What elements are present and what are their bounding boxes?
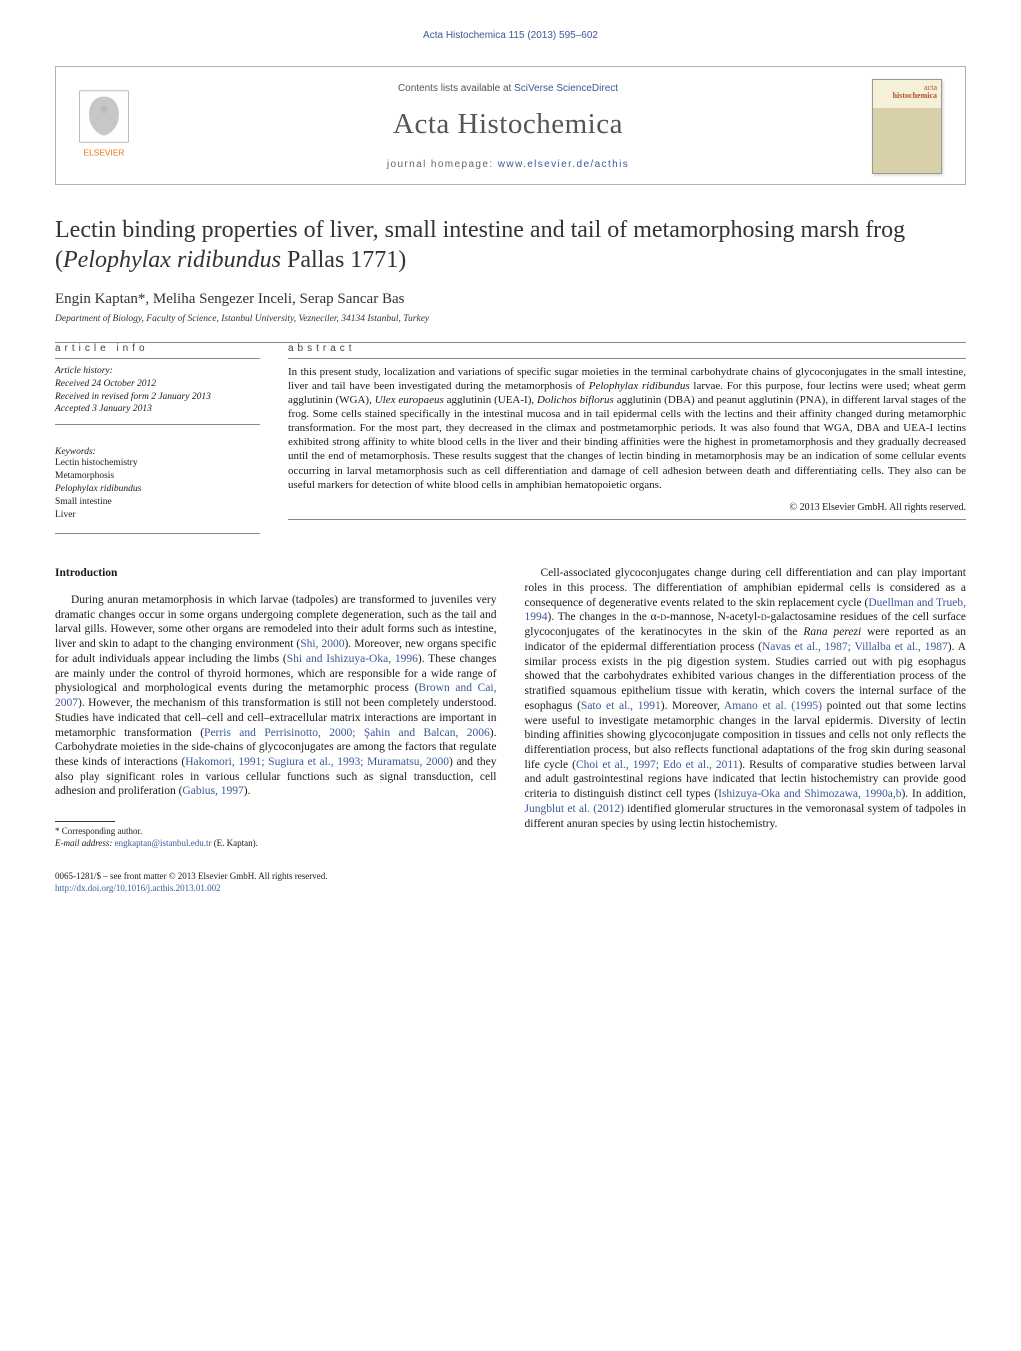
history-received: Received 24 October 2012 — [55, 379, 156, 389]
footnote-separator — [55, 821, 115, 822]
sciencedirect-link[interactable]: SciVerse ScienceDirect — [514, 83, 618, 94]
citation-link[interactable]: Sato et al., 1991 — [581, 700, 661, 712]
text-span: -mannose, N-acetyl- — [666, 611, 761, 623]
journal-homepage-line: journal homepage: www.elsevier.de/acthis — [144, 159, 872, 170]
keyword: Pelophylax ridibundus — [55, 484, 141, 494]
contents-line: Contents lists available at SciVerse Sci… — [144, 83, 872, 94]
journal-name: Acta Histochemica — [144, 108, 872, 141]
keywords-list: Lectin histochemistry Metamorphosis Pelo… — [55, 457, 260, 521]
abs-span: agglutinin (UEA-I), — [444, 394, 537, 406]
section-heading-introduction: Introduction — [55, 566, 497, 581]
doi-link[interactable]: http://dx.doi.org/10.1016/j.acthis.2013.… — [55, 883, 221, 893]
journal-cover-thumb: acta histochemica — [872, 79, 947, 174]
publisher-name: ELSEVIER — [84, 147, 125, 157]
species-name: Rana perezi — [803, 626, 861, 638]
text-span: ). In addition, — [901, 788, 966, 800]
keywords-label: Keywords: — [55, 447, 96, 457]
citation-link[interactable]: Perris and Perrisinotto, 2000; Şahin and… — [204, 727, 490, 739]
affiliation: Department of Biology, Faculty of Scienc… — [55, 314, 966, 324]
citation-link[interactable]: Hakomori, 1991; Sugiura et al., 1993; Mu… — [185, 756, 449, 768]
article-info-column: article info Article history: Received 2… — [55, 343, 260, 521]
body-columns: Introduction During anuran metamorphosis… — [55, 566, 966, 849]
citation-link[interactable]: Jungblut et al. (2012) — [525, 803, 624, 815]
keyword: Metamorphosis — [55, 471, 114, 481]
email-who: (E. Kaptan). — [214, 838, 258, 848]
citation-link[interactable]: Shi and Ishizuya-Oka, 1996 — [287, 653, 418, 665]
history-label: Article history: — [55, 366, 113, 376]
text-span: ). — [244, 785, 251, 797]
keyword: Lectin histochemistry — [55, 458, 138, 468]
journal-homepage-link[interactable]: www.elsevier.de/acthis — [498, 159, 629, 170]
author-email-link[interactable]: engkaptan@istanbul.edu.tr — [115, 838, 212, 848]
contents-prefix: Contents lists available at — [398, 83, 514, 94]
abs-species: Dolichos biflorus — [537, 394, 614, 406]
front-matter-line: 0065-1281/$ – see front matter © 2013 El… — [55, 871, 966, 883]
info-abstract-block: article info Article history: Received 2… — [55, 343, 966, 521]
divider — [288, 519, 966, 520]
journal-header-box: ELSEVIER Contents lists available at Sci… — [55, 66, 966, 185]
authors: Engin Kaptan*, Meliha Sengezer Inceli, S… — [55, 291, 966, 308]
abstract-label: abstract — [288, 343, 966, 354]
homepage-prefix: journal homepage: — [387, 159, 498, 170]
email-label: E-mail address: — [55, 838, 112, 848]
citation-link[interactable]: Navas et al., 1987; Villalba et al., 198… — [762, 641, 948, 653]
title-post: Pallas 1771) — [281, 247, 406, 273]
divider — [288, 358, 966, 359]
keyword: Small intestine — [55, 497, 112, 507]
text-span: ). Moreover, — [661, 700, 724, 712]
paragraph: During anuran metamorphosis in which lar… — [55, 593, 497, 799]
article-title: Lectin binding properties of liver, smal… — [55, 215, 966, 275]
divider — [55, 533, 260, 534]
cover-brand-bottom: histochemica — [893, 91, 937, 100]
corresponding-author-footnote: * Corresponding author. E-mail address: … — [55, 826, 497, 849]
citation-link[interactable]: Choi et al., 1997; Edo et al., 2011 — [576, 759, 739, 771]
body-column-left: Introduction During anuran metamorphosis… — [55, 566, 497, 849]
abstract-column: abstract In this present study, localiza… — [288, 343, 966, 521]
footnote-star: * Corresponding author. — [55, 826, 497, 838]
body-column-right: Cell-associated glycoconjugates change d… — [525, 566, 967, 849]
title-species: Pelophylax ridibundus — [63, 247, 281, 273]
abs-species: Ulex europaeus — [375, 394, 444, 406]
header-center: Contents lists available at SciVerse Sci… — [144, 83, 872, 170]
divider — [55, 358, 260, 359]
abs-species: Pelophylax ridibundus — [589, 380, 690, 392]
abs-span: agglutinin (DBA) and peanut agglutinin (… — [288, 394, 966, 490]
article-history: Article history: Received 24 October 201… — [55, 365, 260, 416]
publisher-logo: ELSEVIER — [74, 89, 144, 164]
keyword: Liver — [55, 510, 76, 520]
history-accepted: Accepted 3 January 2013 — [55, 404, 152, 414]
citation-link[interactable]: Shi, 2000 — [300, 638, 344, 650]
citation-link[interactable]: Gabius, 1997 — [182, 785, 243, 797]
citation-link[interactable]: Ishizuya-Oka and Shimozawa, 1990a,b — [718, 788, 901, 800]
page-footer: 0065-1281/$ – see front matter © 2013 El… — [55, 871, 966, 894]
text-span: ). The changes in the α- — [548, 611, 661, 623]
running-header: Acta Histochemica 115 (2013) 595–602 — [55, 30, 966, 41]
citation-link[interactable]: Amano et al. (1995) — [724, 700, 822, 712]
abstract-text: In this present study, localization and … — [288, 365, 966, 492]
abstract-copyright: © 2013 Elsevier GmbH. All rights reserve… — [288, 502, 966, 513]
keywords-block: Keywords: Lectin histochemistry Metamorp… — [55, 447, 260, 521]
divider — [55, 424, 260, 425]
article-info-label: article info — [55, 343, 260, 354]
paragraph: Cell-associated glycoconjugates change d… — [525, 566, 967, 831]
history-revised: Received in revised form 2 January 2013 — [55, 392, 211, 402]
